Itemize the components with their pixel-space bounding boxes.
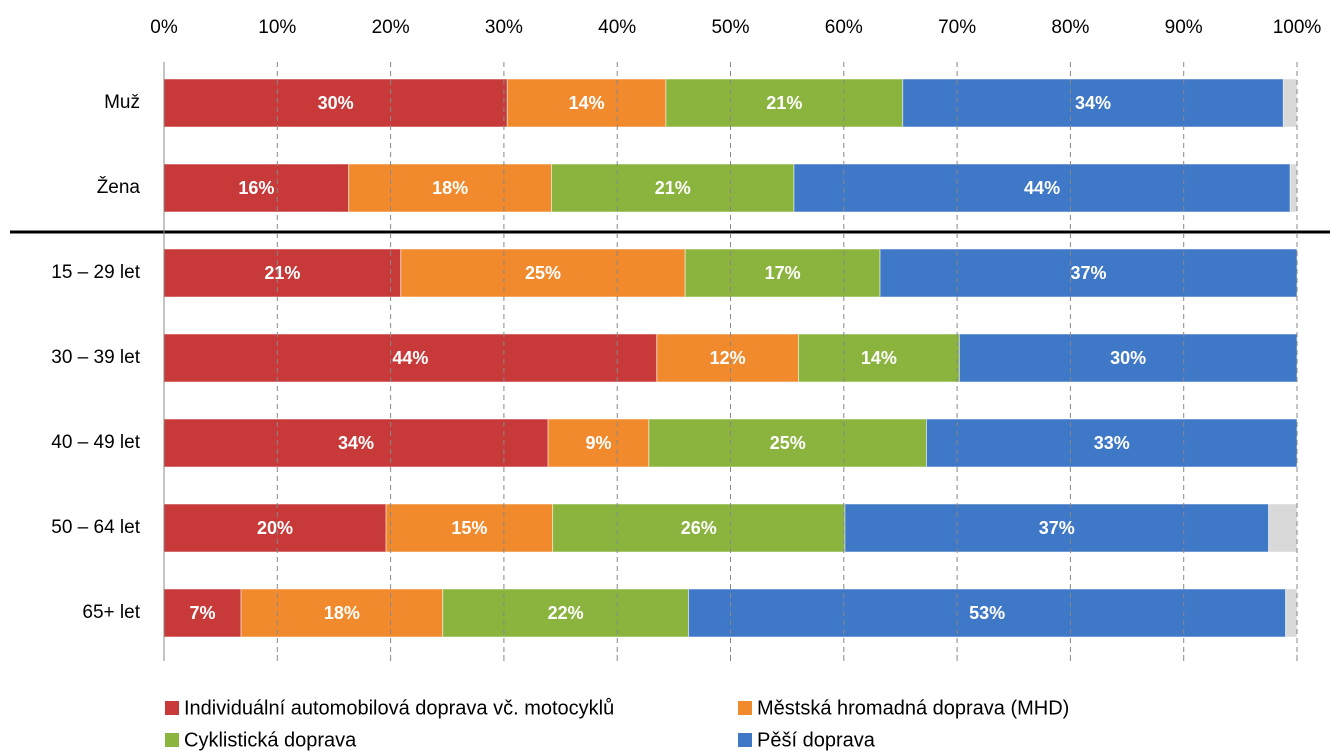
data-label: 21% xyxy=(264,263,300,283)
x-tick-label: 50% xyxy=(711,17,749,38)
data-label: 34% xyxy=(338,433,374,453)
data-label: 15% xyxy=(451,518,487,538)
legend-label: Cyklistická doprava xyxy=(184,729,357,751)
bar-segment xyxy=(400,248,686,298)
data-label: 20% xyxy=(257,518,293,538)
data-label: 14% xyxy=(569,93,605,113)
bar-segment xyxy=(163,78,508,128)
legend-swatch xyxy=(738,701,752,715)
x-tick-label: 80% xyxy=(1051,17,1089,38)
bar-segment xyxy=(547,418,650,468)
data-label: 16% xyxy=(238,178,274,198)
bar-segment xyxy=(665,78,904,128)
bar-segment xyxy=(506,78,667,128)
data-label: 17% xyxy=(765,263,801,283)
data-label: 22% xyxy=(548,603,584,623)
data-label: 26% xyxy=(681,518,717,538)
x-tick-label: 60% xyxy=(825,17,863,38)
data-label: 44% xyxy=(1024,178,1060,198)
y-tick-label: 15 – 29 let xyxy=(51,262,140,283)
x-tick-label: 20% xyxy=(372,17,410,38)
data-label: 30% xyxy=(1110,348,1146,368)
x-tick-label: 40% xyxy=(598,17,636,38)
bar-segment xyxy=(385,503,554,553)
data-label: 25% xyxy=(525,263,561,283)
legend-swatch xyxy=(165,733,179,747)
y-tick-label: 50 – 64 let xyxy=(51,517,140,538)
legend-swatch xyxy=(738,733,752,747)
bar-segment xyxy=(1268,503,1298,553)
data-label: 33% xyxy=(1094,433,1130,453)
data-label: 34% xyxy=(1075,93,1111,113)
bar-segment xyxy=(656,333,799,383)
legend-label: Městská hromadná doprava (MHD) xyxy=(757,697,1069,719)
bar-segment xyxy=(688,588,1287,638)
bar-segment xyxy=(926,418,1298,468)
y-tick-label: 30 – 39 let xyxy=(51,347,140,368)
data-label: 14% xyxy=(861,348,897,368)
y-tick-label: 40 – 49 let xyxy=(51,432,140,453)
bar-segment xyxy=(163,418,549,468)
data-label: 37% xyxy=(1039,518,1075,538)
x-tick-label: 10% xyxy=(258,17,296,38)
x-tick-label: 100% xyxy=(1273,17,1322,38)
bars xyxy=(163,78,1298,638)
y-tick-label: 65+ let xyxy=(82,602,140,623)
bar-segment xyxy=(648,418,928,468)
data-label: 37% xyxy=(1071,263,1107,283)
x-tick-label: 0% xyxy=(150,17,178,38)
y-tick-label: Muž xyxy=(104,92,140,113)
data-label: 7% xyxy=(190,603,216,623)
data-label: 18% xyxy=(324,603,360,623)
data-label: 12% xyxy=(710,348,746,368)
bar-segment xyxy=(348,163,552,213)
legend-label: Individuální automobilová doprava vč. mo… xyxy=(184,697,614,719)
bar-segment xyxy=(879,248,1298,298)
bar-segment xyxy=(163,333,658,383)
bar-segment xyxy=(163,503,387,553)
data-label: 9% xyxy=(585,433,611,453)
bar-segment xyxy=(442,588,690,638)
x-tick-label: 70% xyxy=(938,17,976,38)
data-label: 53% xyxy=(969,603,1005,623)
data-label: 25% xyxy=(770,433,806,453)
bar-segment xyxy=(1282,78,1298,128)
legend-swatch xyxy=(165,701,179,715)
bar-segment xyxy=(240,588,444,638)
data-label: 18% xyxy=(432,178,468,198)
data-label: 44% xyxy=(392,348,428,368)
bar-segment xyxy=(1285,588,1298,638)
bar-segment xyxy=(163,588,242,638)
x-tick-label: 30% xyxy=(485,17,523,38)
data-label: 30% xyxy=(318,93,354,113)
bar-segment xyxy=(684,248,881,298)
bar-segment xyxy=(958,333,1298,383)
x-tick-label: 90% xyxy=(1165,17,1203,38)
data-label: 21% xyxy=(655,178,691,198)
legend-label: Pěší doprava xyxy=(757,729,876,751)
bar-segment xyxy=(844,503,1270,553)
bar-segment xyxy=(797,333,960,383)
bar-segment xyxy=(163,248,402,298)
y-tick-label: Žena xyxy=(97,176,141,198)
bar-segment xyxy=(1289,163,1298,213)
data-label: 21% xyxy=(766,93,802,113)
